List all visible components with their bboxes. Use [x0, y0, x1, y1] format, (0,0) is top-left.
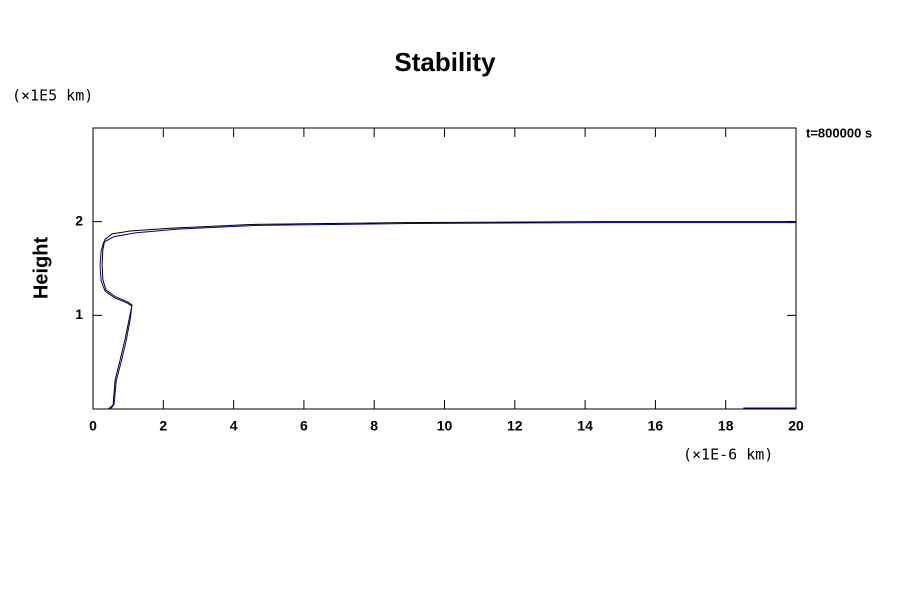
x-tick-label: 8 — [370, 418, 378, 434]
x-unit: (×1E-6 km) — [683, 446, 773, 464]
y-tick-label: 2 — [75, 212, 83, 228]
x-tick-label: 4 — [230, 418, 238, 434]
y-unit: (×1E5 km) — [12, 87, 93, 105]
y-tick-label: 1 — [75, 306, 83, 322]
x-tick-label: 14 — [577, 418, 593, 434]
x-tick-label: 18 — [718, 418, 734, 434]
plot-frame — [92, 127, 797, 410]
x-tick-label: 20 — [788, 418, 804, 434]
x-tick-label: 10 — [437, 418, 453, 434]
x-tick-label: 12 — [507, 418, 523, 434]
x-tick-label: 2 — [159, 418, 167, 434]
y-axis-label: Height — [30, 237, 52, 300]
x-tick-label: 16 — [648, 418, 664, 434]
chart-title: Stability — [394, 47, 496, 77]
x-tick-label: 0 — [89, 418, 97, 434]
x-tick-label: 6 — [300, 418, 308, 434]
annotation: t=800000 s — [806, 125, 872, 140]
series-line — [101, 221, 796, 410]
series-line — [99, 222, 796, 410]
